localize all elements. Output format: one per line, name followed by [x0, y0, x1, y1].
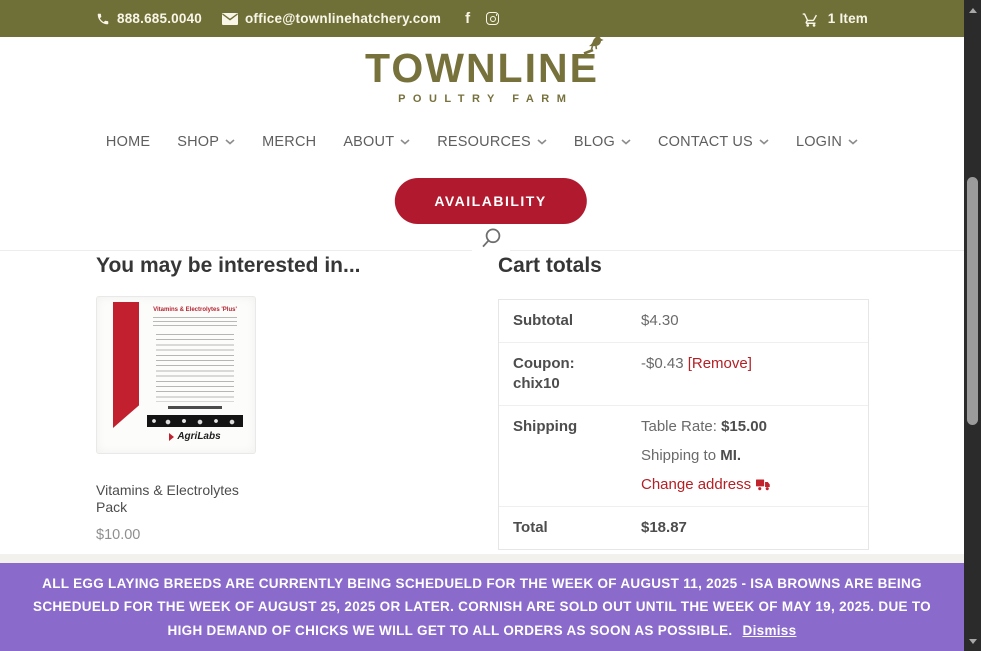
facebook-icon[interactable]: f: [465, 10, 471, 27]
logo-title: TOWNLINE: [365, 45, 599, 91]
cart-totals-heading: Cart totals: [498, 254, 602, 277]
email-link[interactable]: office@townlinehatchery.com: [221, 11, 442, 26]
social-links: f: [465, 10, 500, 27]
coupon-label: Coupon: chix10: [513, 355, 575, 392]
cross-sell-section: You may be interested in... Vitamins & E…: [96, 252, 406, 543]
truck-icon: [756, 479, 770, 491]
table-row-shipping: Shipping Table Rate: $15.00 Shipping to …: [499, 405, 868, 506]
product-price: $10.00: [96, 527, 141, 543]
packet-subtext-lines: [153, 317, 237, 329]
arrow-up-icon: [968, 7, 977, 13]
dismiss-link[interactable]: Dismiss: [742, 622, 797, 638]
coupon-value: -$0.43 [Remove]: [641, 355, 752, 372]
arrow-down-icon: [968, 638, 977, 644]
packet-red-stripe: [113, 302, 139, 428]
phone-icon: [97, 13, 109, 24]
shipping-label: Shipping: [513, 418, 578, 435]
chevron-down-icon: [400, 139, 410, 145]
product-image[interactable]: Vitamins & Electrolytes 'Plus' AgriLabs: [96, 296, 256, 454]
availability-button[interactable]: AVAILABILITY: [394, 178, 587, 224]
phone-number: 888.685.0040: [117, 11, 202, 26]
mini-cart-link[interactable]: 1 Item: [802, 11, 868, 27]
scrollbar-thumb[interactable]: [967, 177, 978, 425]
product-name-link[interactable]: Vitamins & Electrolytes Pack: [96, 482, 239, 515]
packet-ingredient-table: [156, 334, 234, 402]
announcement-text: ALL EGG LAYING BREEDS ARE CURRENTLY BEIN…: [33, 575, 931, 638]
nav-item-about[interactable]: ABOUT: [343, 134, 410, 150]
email-address: office@townlinehatchery.com: [244, 11, 442, 26]
packet-animal-band: [147, 415, 243, 427]
phone-link[interactable]: 888.685.0040: [96, 11, 202, 26]
subtotal-label: Subtotal: [513, 312, 573, 329]
table-row-total: Total $18.87: [499, 506, 868, 549]
nav-item-shop[interactable]: SHOP: [177, 134, 235, 150]
packet-brand: AgriLabs: [145, 431, 245, 442]
cart-totals-table: Subtotal $4.30 Coupon: chix10 -$0.43 [Re…: [498, 299, 869, 550]
nav-item-home[interactable]: HOME: [105, 134, 151, 150]
chevron-down-icon: [848, 139, 858, 145]
announcement-banner: ALL EGG LAYING BREEDS ARE CURRENTLY BEIN…: [0, 563, 964, 651]
brand-triangle-icon: [169, 432, 175, 441]
footer-top-strip: [0, 554, 964, 563]
table-row-subtotal: Subtotal $4.30: [499, 300, 868, 342]
total-value: $18.87: [641, 519, 687, 536]
shipping-value: Table Rate: $15.00 Shipping to MI. Chang…: [627, 406, 868, 506]
nav-item-contact-us[interactable]: CONTACT US: [658, 134, 769, 150]
chevron-down-icon: [759, 139, 769, 145]
total-label: Total: [513, 519, 548, 536]
nav-item-merch[interactable]: MERCH: [262, 134, 317, 150]
packet-net-contents-line: [168, 406, 222, 409]
packet-title: Vitamins & Electrolytes 'Plus': [153, 307, 237, 313]
chick-icon: [583, 36, 604, 55]
chevron-down-icon: [621, 139, 631, 145]
scroll-up-button[interactable]: [964, 2, 981, 18]
nav-item-resources[interactable]: RESOURCES: [437, 134, 547, 150]
cross-sell-heading: You may be interested in...: [96, 254, 361, 277]
nav-item-blog[interactable]: BLOG: [574, 134, 631, 150]
top-bar: 888.685.0040 office@townlinehatchery.com…: [0, 0, 964, 37]
instagram-icon[interactable]: [486, 12, 500, 25]
subtotal-value: $4.30: [641, 312, 679, 329]
site-logo[interactable]: TOWNLINE POULTRY FARM: [0, 36, 964, 105]
cart-count-label: 1 Item: [827, 11, 868, 26]
scrollbar[interactable]: [964, 0, 981, 651]
chevron-down-icon: [537, 139, 547, 145]
chevron-down-icon: [225, 139, 235, 145]
remove-coupon-link[interactable]: [Remove]: [687, 355, 752, 372]
main-nav: HOME SHOP MERCH ABOUT RESOURCES BLOG CON…: [0, 134, 964, 150]
envelope-icon: [221, 12, 238, 25]
logo-tagline: POULTRY FARM: [398, 93, 574, 105]
scroll-down-button[interactable]: [964, 633, 981, 649]
cart-totals-section: Cart totals Subtotal $4.30 Coupon: chix1…: [498, 252, 869, 550]
cart-icon: [802, 12, 817, 27]
top-bar-contact: 888.685.0040 office@townlinehatchery.com…: [96, 10, 500, 27]
nav-item-login[interactable]: LOGIN: [796, 134, 858, 150]
table-row-coupon: Coupon: chix10 -$0.43 [Remove]: [499, 342, 868, 405]
change-address-link[interactable]: Change address: [641, 476, 752, 493]
search-icon[interactable]: [471, 227, 510, 254]
